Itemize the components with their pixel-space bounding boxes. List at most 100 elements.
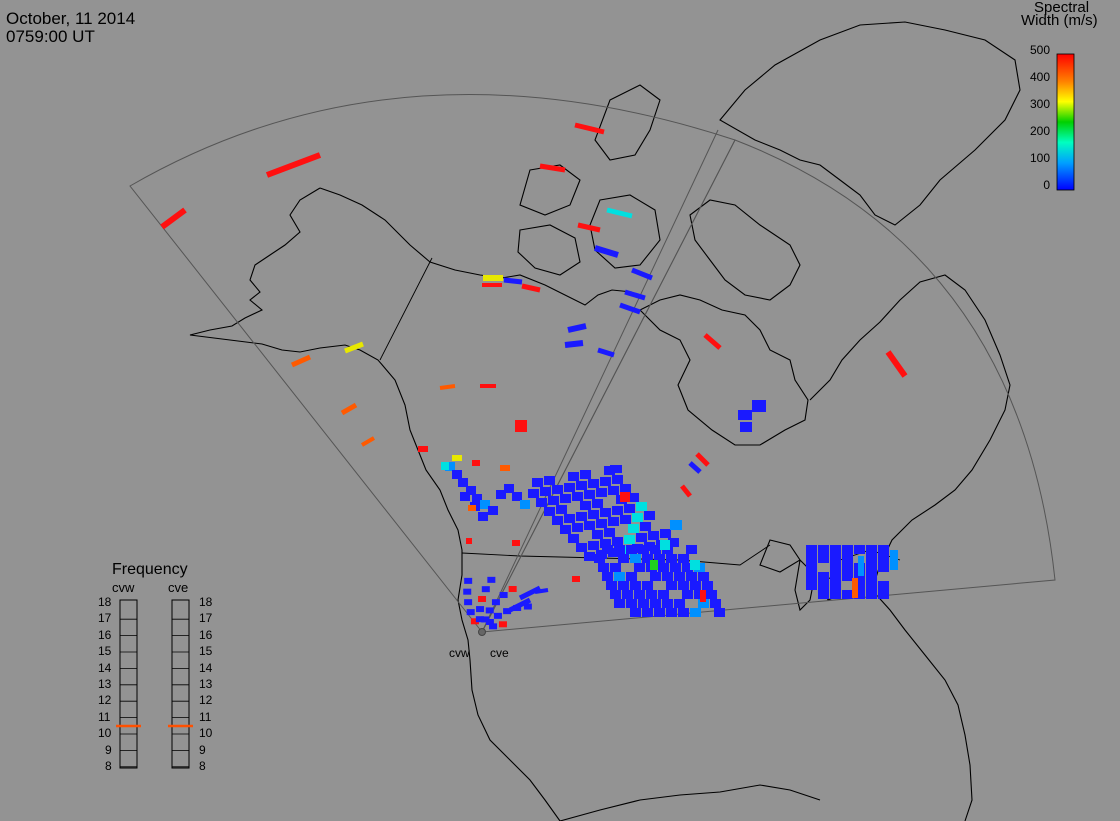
scatter-cell [740,422,752,432]
scatter-segment [695,452,710,467]
cve-fov-edge [481,129,719,633]
scatter-cell [476,606,485,613]
scatter-cell [666,581,677,590]
scatter-cell [866,581,877,590]
scatter-cell [532,478,543,487]
scatter-cell [499,591,508,598]
scatter-segment [577,222,601,233]
scatter-cell [636,533,647,542]
scatter-cell [480,500,490,509]
scatter-cell [830,572,841,581]
radar-label-cve: cve [490,646,509,660]
scatter-cell [878,581,889,590]
scatter-segment [606,207,633,219]
scatter-cell [650,599,661,608]
scatter-segment [508,597,532,613]
scatter-cell [648,531,659,540]
scatter-cell [642,554,653,563]
scatter-cell [634,563,645,572]
scatter-segment [521,283,541,293]
scatter-cell [626,545,637,554]
scatter-cell [666,554,677,563]
frequency-tick-left: 17 [98,611,112,626]
scatter-segment [567,323,587,333]
scatter-cell [568,472,579,481]
scatter-segment [265,152,322,178]
scatter-cell [674,572,685,581]
colorbar-tick: 100 [1029,151,1050,165]
scatter-cell [842,590,853,599]
frequency-tick-right: 17 [199,611,213,626]
scatter-cell [584,521,595,530]
scatter-cell [592,530,603,539]
scatter-cell [694,590,705,599]
frequency-tick-right: 16 [199,627,213,642]
scatter-cell [594,554,605,563]
scatter-cell [515,420,527,432]
scatter-cell [602,545,613,554]
scatter-cell [690,581,701,590]
scatter-cell [698,572,709,581]
scatter-segment [439,384,456,390]
scatter-cell [686,572,697,581]
scatter-cell [806,554,817,563]
scatter-cell [602,572,613,581]
scatter-cell [674,599,685,608]
scatter-cell [610,563,621,572]
scatter-segment [503,277,523,285]
scatter-cell [830,590,841,599]
scatter-cell [614,599,625,608]
scatter-segment [344,341,364,354]
scatter-cell [618,581,629,590]
scatter-cell [620,546,631,555]
scatter-cell [452,455,462,461]
scatter-segment [539,163,566,173]
scatter-cell [584,490,595,499]
colorbar-tick: 400 [1029,70,1050,84]
colorbar [1056,53,1075,191]
scatter-cell [624,504,635,513]
colorbar-title-line1: Spectral [1034,0,1090,16]
scatter-cell [636,502,647,511]
scatter-cell [630,608,641,617]
scatter-cell [658,563,669,572]
scatter-cell [670,563,681,572]
scatter-cell [445,462,455,471]
scatter-cell [854,545,865,554]
scatter-cell [544,476,555,485]
scatter-cell [485,618,494,625]
scatter-cell [890,550,898,570]
scatter-cell [842,554,853,563]
scatter-segment [594,245,619,258]
scatter-segment [624,289,646,301]
gulf-coast [559,784,821,821]
scatter-cell [576,512,587,521]
scatter-cell [878,590,889,599]
scatter-cell [626,572,637,581]
frequency-tick-right: 15 [199,644,213,659]
cve-frequency-box [171,599,190,769]
scatter-cell [592,499,603,508]
scatter-cell [710,599,721,608]
scatter-segment [360,436,376,447]
frequency-tick-left: 18 [98,595,112,609]
scatter-cell [496,490,506,499]
date-label: October, 11 2014 [6,9,136,28]
scatter-cell [628,493,639,502]
scatter-cell [608,486,619,495]
scatter-cell [452,470,462,479]
scatter-cell [600,508,611,517]
scatter-cell [660,540,670,550]
scatter-cell [866,545,877,554]
scatter-segment [619,302,641,315]
scatter-cell [682,563,693,572]
frequency-tick-right: 9 [199,742,206,757]
frequency-boxes [119,599,190,769]
scatter-cell [642,608,653,617]
scatter-segment [290,354,312,368]
hudson-bay-coast [639,294,809,446]
scatter-cell [463,588,472,595]
scatter-cell [493,612,502,619]
scatter-cell [485,607,494,614]
